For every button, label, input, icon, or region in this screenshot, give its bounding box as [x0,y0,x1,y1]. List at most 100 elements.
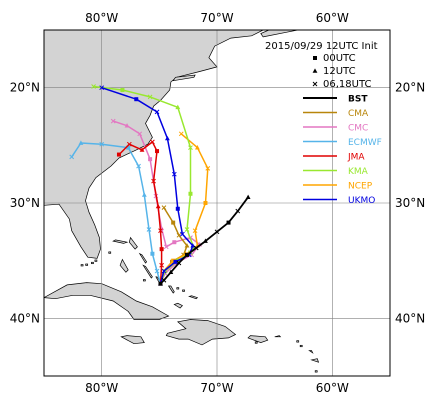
track-point-cma [176,232,182,238]
track-point-cma [184,243,190,248]
track-point-cmc [148,157,153,162]
small-island [176,287,180,290]
andros-island [119,258,129,273]
track-point-ukmo [99,85,105,91]
puerto-rico [247,335,269,343]
bottom-lon-label: 80°W [85,381,118,395]
turks-caicos [188,295,199,300]
legend-label-cma: CMA [348,109,369,119]
eleuthera [138,252,148,264]
grand-bahama [112,239,129,244]
track-point-bst [203,238,208,243]
legend-label-bst: BST [348,95,368,105]
track-point-ukmo [154,109,160,115]
track-point-ukmo [161,268,167,274]
track-point-jma [155,149,160,154]
track-point-ukmo [175,206,180,211]
legend-label-kma: KMA [348,167,369,177]
track-point-bst [161,277,167,283]
track-point-kma [188,145,193,150]
marker-legend-symbol-cross [312,81,318,87]
legend-label-jma: JMA [347,153,365,163]
track-point-cmc [124,123,130,128]
legend-label-cmc: CMC [348,124,368,134]
track-point-kma [184,227,190,232]
track-bst [158,194,251,286]
track-point-ncep [194,145,200,150]
track-point-cmc [137,131,143,137]
marker-legend-symbol-square [313,56,317,60]
track-point-jma [159,247,164,252]
track-point-cmc [172,240,177,245]
acklins [167,285,175,294]
axis-tick-labels: 80°W 80°W 70°W 70°W 60°W 60°W 40°N 40°N 30°N 30°N… [10,11,426,395]
top-lon-label: 80°W [85,11,118,25]
jamaica [120,335,145,345]
legend-label-ecmwf: ECMWF [348,138,382,148]
track-point-jma [116,152,121,157]
track-point-ukmo [173,259,178,264]
init-time-label: 2015/09/29 12UTC Init [265,41,378,52]
marker-legend-label: 06,18UTC [323,79,371,90]
bottom-lon-label: 70°W [200,381,233,395]
left-lat-label: 20°N [10,81,40,95]
small-island [80,264,84,267]
track-point-ukmo [134,97,139,102]
track-point-ecmwf [99,141,105,147]
small-island [108,251,112,254]
marker-legend-symbol-triangle [312,68,318,73]
track-point-jma [155,203,161,209]
small-island [182,289,185,292]
track-ecmwf [69,140,163,286]
track-point-jma [150,139,155,145]
forecast-tracks [69,84,251,286]
small-island [314,370,318,373]
track-point-ncep [171,258,176,263]
right-lat-label: 40°N [395,311,425,325]
track-point-bst [226,220,231,225]
track-point-ncep [192,228,198,234]
track-point-cma [161,205,167,210]
track-point-ncep [205,166,211,171]
legend-label-ukmo: UKMO [348,196,375,206]
track-point-kma [147,94,153,100]
track-point-ecmwf [154,268,160,274]
track-point-kma [175,104,181,110]
track-point-ecmwf [141,192,147,197]
marker-type-legend: 00UTC 12UTC 06,18UTC [312,53,371,90]
track-point-jma [159,262,164,268]
track-point-ukmo [165,135,170,141]
track-point-ecmwf [150,251,155,256]
track-point-bst [245,194,251,200]
track-point-bst [158,281,163,286]
great-inagua [173,302,183,309]
track-point-bst [185,252,190,257]
small-island [254,341,258,344]
small-island [299,344,303,348]
small-island [142,279,146,282]
track-point-kma [188,191,193,196]
top-lon-label: 60°W [316,11,349,25]
hispaniola [165,319,237,346]
track-point-jma [158,228,163,234]
track-point-ukmo [180,231,185,237]
track-point-ecmwf [69,154,75,160]
track-point-ecmwf [136,163,141,169]
long-island-ny [172,74,196,82]
track-point-cmc [110,118,116,124]
abaco [128,236,138,250]
small-island [85,263,89,266]
top-lon-label: 70°W [200,11,233,25]
cuba [44,282,170,320]
bottom-lon-label: 60°W [316,381,349,395]
small-island [91,261,94,265]
left-lat-label: 40°N [10,311,40,325]
model-legend: BST CMA CMC ECMWF JMA KMA NCEP UKMO [303,95,382,206]
antigua [308,350,314,354]
guadeloupe [310,358,320,363]
track-point-ncep [203,201,208,205]
marker-legend-label: 00UTC [323,53,356,64]
small-island [94,259,98,262]
track-point-bst [214,229,220,235]
